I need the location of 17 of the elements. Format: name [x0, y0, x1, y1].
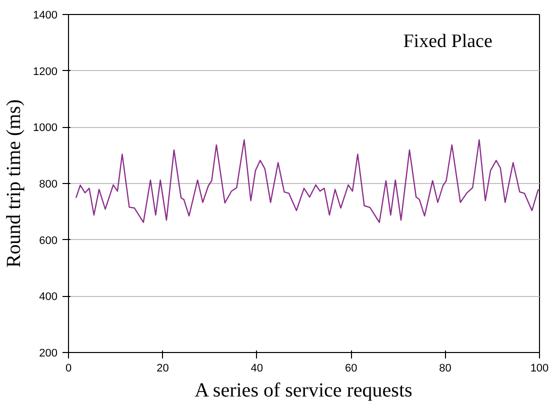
x-tick-label: 40	[250, 362, 264, 374]
y-tick-label: 800	[39, 178, 58, 190]
y-tick-label: 1400	[33, 10, 58, 22]
x-tick-label: 20	[156, 362, 169, 374]
x-tick-label: 80	[439, 362, 452, 374]
y-axis-title: Round trip time (ms)	[3, 99, 26, 268]
x-axis-title: A series of service requests	[194, 380, 413, 402]
x-tick-label: 60	[344, 362, 358, 374]
x-tick-label: 100	[530, 362, 549, 374]
annotation: Fixed Place	[403, 31, 492, 52]
y-tick-label: 400	[39, 291, 58, 304]
y-tick-label: 1200	[33, 66, 58, 78]
line-series	[75, 139, 540, 223]
x-tick-label: 0	[65, 362, 72, 374]
y-tick-label: 200	[39, 348, 58, 360]
y-tick-label: 1000	[33, 122, 58, 134]
y-tick-label: 600	[39, 234, 58, 247]
